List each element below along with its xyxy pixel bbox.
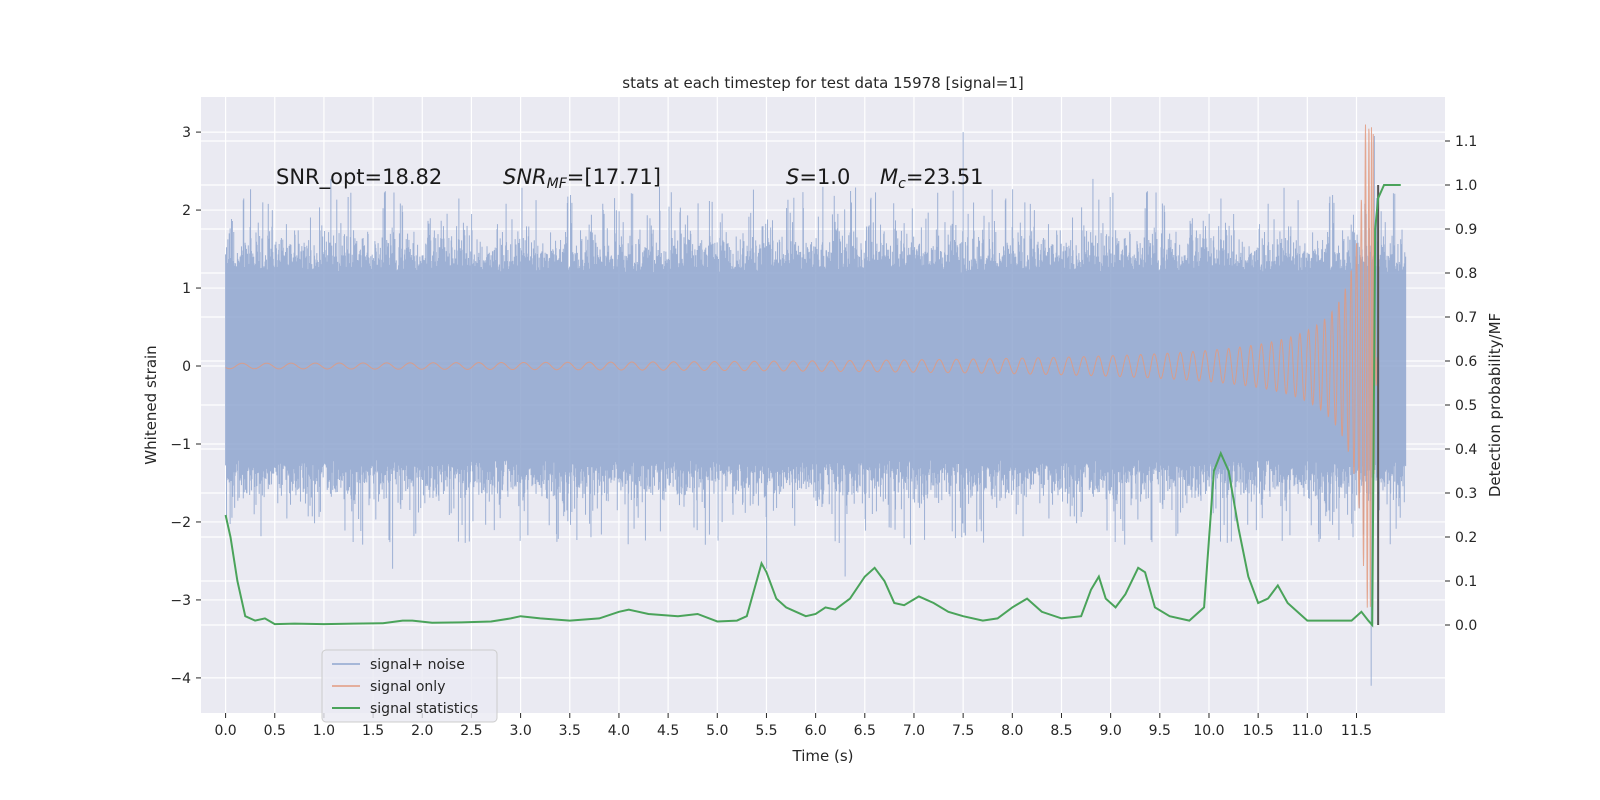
x-tick-label-21: 10.5 [1243,723,1274,739]
y-right-tick-label-9: 0.2 [1455,530,1477,546]
y-right-tick-label-3: 0.8 [1455,266,1477,282]
annotation-mc-sub: c [898,176,906,192]
x-axis-ticks: 0.0 0.5 1.0 1.5 2.0 2.5 3.0 3.5 4.0 4.5 5.0 5.5 6.0 6… [214,713,1372,739]
x-tick-label-23: 11.5 [1341,723,1372,739]
x-tick-label-20: 10.0 [1193,723,1224,739]
x-tick-label-14: 7.0 [903,723,925,739]
y-left-tick-label-4: −1 [170,437,191,453]
legend: signal+ noise signal only signal statist… [321,649,498,723]
annotation-snr-mf-value: =[17.71] [567,165,661,189]
x-tick-label-6: 3.0 [509,723,531,739]
x-tick-label-19: 9.5 [1149,723,1171,739]
y-right-axis-label: Detection probability/MF [1486,313,1504,497]
y-left-tick-label-2: 1 [182,281,191,297]
x-tick-label-13: 6.5 [854,723,876,739]
x-tick-label-15: 7.5 [952,723,974,739]
annotation-s-value: =1.0 [799,165,850,189]
y-right-tick-label-4: 0.7 [1455,310,1477,326]
y-left-tick-label-7: −4 [170,671,191,687]
legend-box [321,649,498,723]
y-left-axis-ticks: 3 2 1 0 −1 −2 −3 −4 [170,125,201,687]
x-tick-label-3: 1.5 [362,723,384,739]
y-left-tick-label-6: −3 [170,593,191,609]
y-right-tick-label-0: 1.1 [1455,134,1477,150]
legend-entry-signal-statistics: signal statistics [370,701,478,717]
y-right-tick-label-1: 1.0 [1455,178,1477,194]
x-tick-label-8: 4.0 [608,723,630,739]
x-tick-label-9: 4.5 [657,723,679,739]
legend-entry-signal-plus-noise: signal+ noise [370,657,465,673]
annotation-snr-opt: SNR_opt=18.82 [276,165,442,190]
y-right-tick-label-2: 0.9 [1455,222,1477,238]
x-tick-label-4: 2.0 [411,723,433,739]
series-signal-statistics [224,184,1401,628]
annotation-s: S=1.0 [786,165,850,189]
x-tick-label-7: 3.5 [559,723,581,739]
y-right-tick-label-5: 0.6 [1455,354,1477,370]
x-tick-label-0: 0.0 [214,723,236,739]
annotation-mc-main: M [880,165,898,189]
series-signal-only [225,124,1379,608]
y-right-tick-label-8: 0.3 [1455,486,1477,502]
y-right-tick-label-7: 0.4 [1455,442,1477,458]
annotation-snr-mf: SNRMF=[17.71] [503,165,661,192]
x-tick-label-1: 0.5 [264,723,286,739]
y-left-tick-label-1: 2 [182,203,191,219]
y-left-tick-label-5: −2 [170,515,191,531]
x-tick-label-11: 5.5 [755,723,777,739]
x-tick-label-18: 9.0 [1100,723,1122,739]
x-tick-label-5: 2.5 [460,723,482,739]
annotation-snr-mf-main: SNR [503,165,547,189]
x-tick-label-22: 11.0 [1292,723,1323,739]
annotation-snr-mf-sub: MF [547,176,568,192]
y-right-tick-label-6: 0.5 [1455,398,1477,414]
y-right-axis-ticks: 1.1 1.0 0.9 0.8 0.7 0.6 0.5 0.4 0.3 0.2 0.1 0.0 [1445,134,1477,634]
annotation-mc-value: =23.51 [906,165,984,189]
svg-text:Mc=23.51: Mc=23.51 [880,165,984,192]
x-tick-label-17: 8.5 [1050,723,1072,739]
x-tick-label-12: 6.0 [804,723,826,739]
legend-entry-signal-only: signal only [370,679,445,695]
chart-title: stats at each timestep for test data 159… [622,74,1023,92]
svg-text:S=1.0: S=1.0 [786,165,850,189]
x-tick-label-2: 1.0 [313,723,335,739]
svg-text:SNRMF=[17.71]: SNRMF=[17.71] [503,165,661,192]
annotation-s-main: S [786,165,799,189]
y-left-axis-label: Whitened strain [142,345,160,464]
y-right-tick-label-10: 0.1 [1455,574,1477,590]
y-left-tick-label-0: 3 [182,125,191,141]
x-tick-label-16: 8.0 [1001,723,1023,739]
annotation-mc: Mc=23.51 [880,165,984,192]
y-left-tick-label-3: 0 [182,359,191,375]
y-right-tick-label-11: 0.0 [1455,618,1477,634]
x-axis-label: Time (s) [792,747,854,765]
x-tick-label-10: 5.0 [706,723,728,739]
